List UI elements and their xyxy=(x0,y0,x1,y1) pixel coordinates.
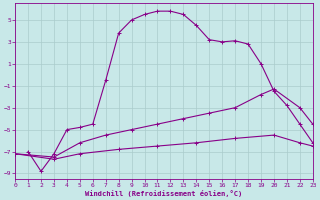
X-axis label: Windchill (Refroidissement éolien,°C): Windchill (Refroidissement éolien,°C) xyxy=(85,190,243,197)
